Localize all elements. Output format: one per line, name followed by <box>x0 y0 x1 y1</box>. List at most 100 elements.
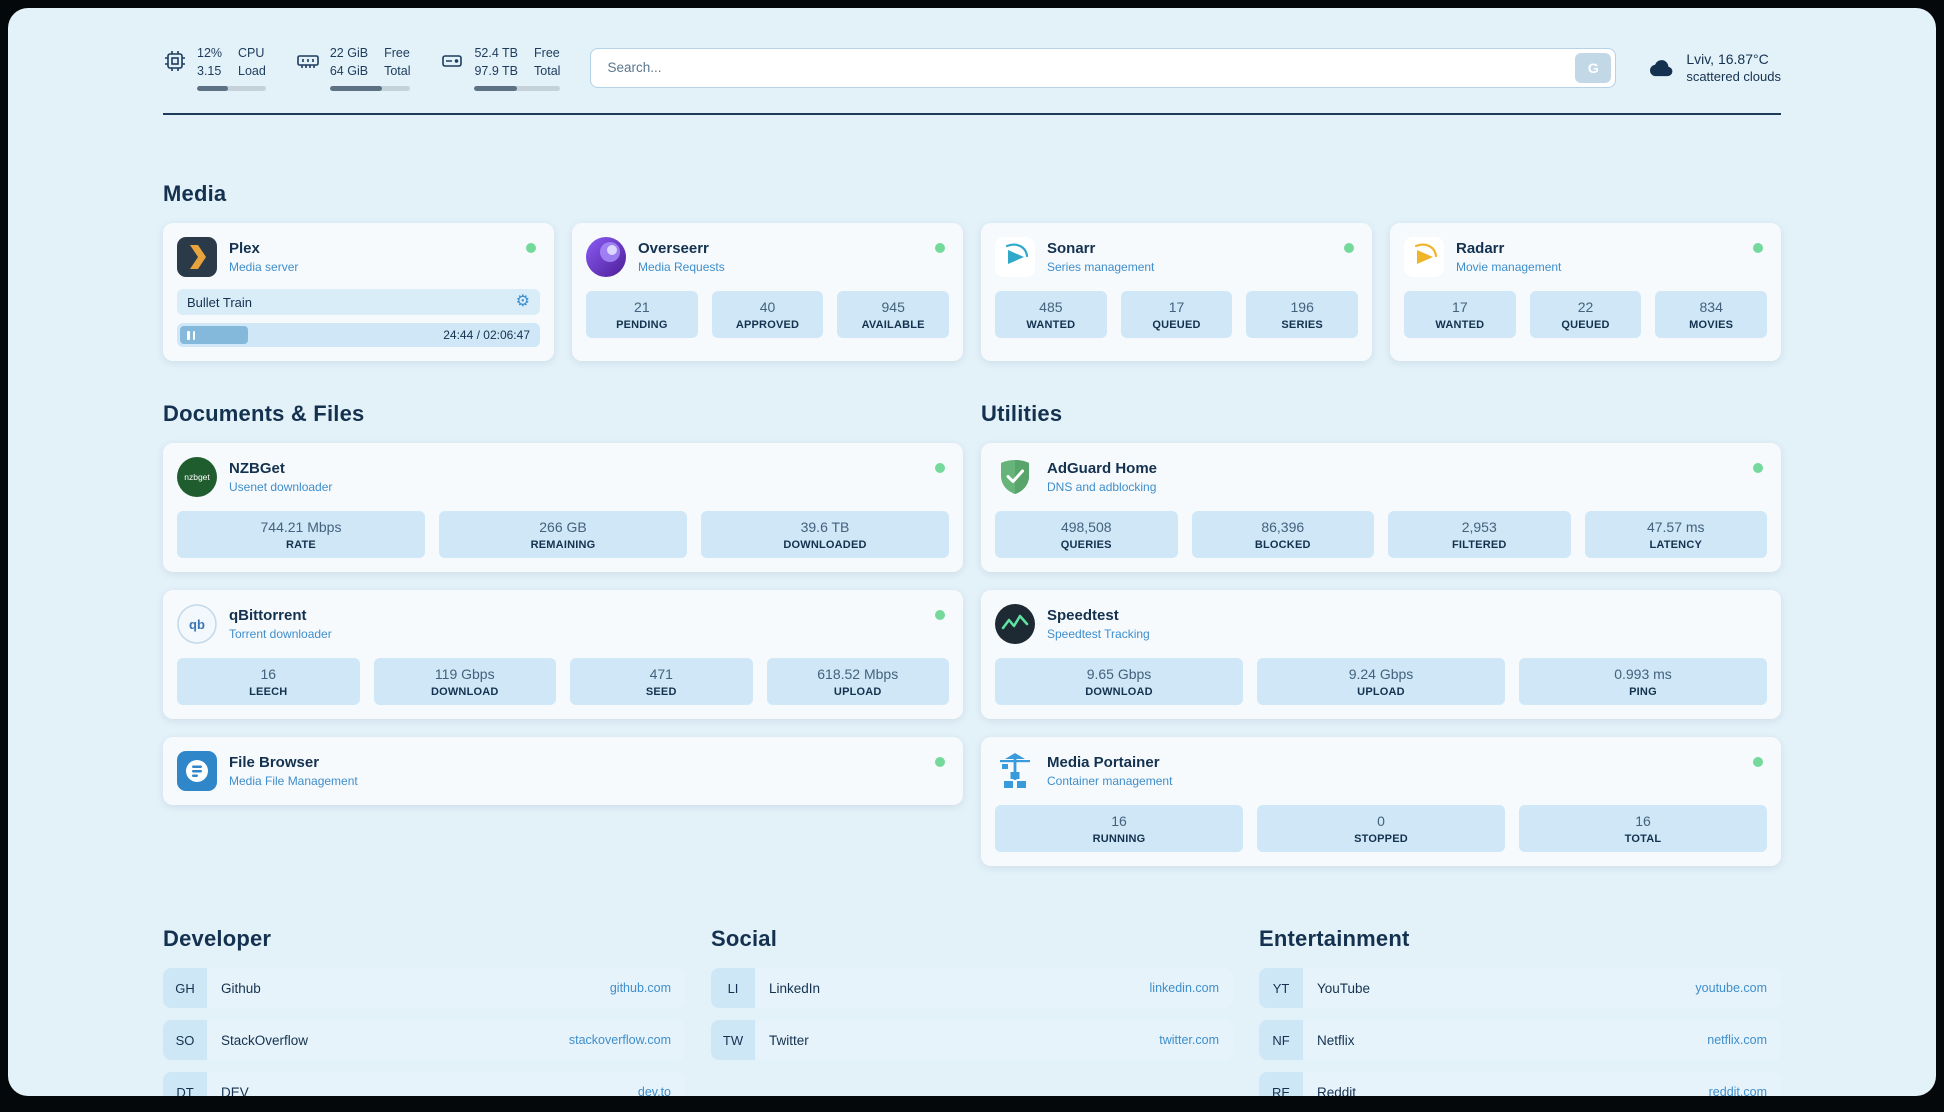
documents-section: Documents & Files nzbget NZBGet Usenet d… <box>163 401 963 806</box>
status-dot <box>935 610 945 621</box>
stat-value: 471 <box>649 666 673 683</box>
search-bar: G <box>590 47 1617 88</box>
svg-text:nzbget: nzbget <box>184 472 210 482</box>
bookmark-stackoverflow[interactable]: SO StackOverflow stackoverflow.com <box>163 1020 685 1061</box>
stat-label: PING <box>1629 686 1657 699</box>
app-subtitle: Media File Management <box>229 774 358 789</box>
stat-value: 618.52 Mbps <box>817 666 899 683</box>
gear-icon[interactable]: ⚙ <box>515 293 530 311</box>
status-dot <box>935 463 945 474</box>
stat-value: 21 <box>634 299 650 316</box>
bookmark-youtube[interactable]: YT YouTube youtube.com <box>1259 968 1781 1009</box>
stat-value: 0.993 ms <box>1614 666 1672 683</box>
plex-card[interactable]: Plex Media server Bullet Train ⚙ <box>163 223 554 362</box>
stat-box: 485 WANTED <box>995 291 1107 339</box>
stat-label: DOWNLOADED <box>783 539 867 552</box>
memory-total-label: Total <box>384 64 411 79</box>
stat-box: 47.57 ms LATENCY <box>1584 511 1767 559</box>
qbittorrent-card[interactable]: qb qBittorrent Torrent downloader 16 <box>163 590 963 720</box>
bookmark-name: Netflix <box>1317 1032 1355 1048</box>
app-subtitle: Torrent downloader <box>229 627 332 642</box>
bookmark-url: netflix.com <box>1707 1033 1767 1048</box>
bookmark-name: DEV <box>221 1084 249 1096</box>
pause-icon <box>187 330 190 340</box>
status-dot <box>1753 757 1763 768</box>
status-dot <box>526 243 536 254</box>
stat-label: QUEUED <box>1561 319 1610 332</box>
stat-value: 744.21 Mbps <box>260 519 342 536</box>
portainer-card[interactable]: Media Portainer Container management 16 … <box>981 737 1781 867</box>
stat-value: 47.57 ms <box>1646 519 1705 536</box>
sonarr-card[interactable]: Sonarr Series management 485 WANTED 17 Q… <box>981 223 1372 362</box>
app-name: Plex <box>229 240 260 258</box>
stat-label: DOWNLOAD <box>1085 686 1153 699</box>
bookmark-badge: SO <box>163 1020 207 1061</box>
stat-value: 16 <box>260 666 277 683</box>
stat-label: FILTERED <box>1451 539 1507 552</box>
storage-widget: 52.4 TB 97.9 TB Free Total <box>440 44 561 92</box>
bookmark-twitter[interactable]: TW Twitter twitter.com <box>711 1020 1233 1061</box>
plex-progress-bar: 24:44 / 02:06:47 <box>177 323 540 348</box>
stat-value: 9.65 Gbps <box>1086 666 1152 683</box>
adguard-card[interactable]: AdGuard Home DNS and adblocking 498,508 … <box>981 443 1781 573</box>
cpu-progress-fill <box>197 86 228 92</box>
memory-progress-fill <box>329 86 383 92</box>
search-provider-button[interactable]: G <box>1575 52 1612 83</box>
pause-button[interactable] <box>180 326 248 345</box>
bookmark-badge: GH <box>163 968 207 1009</box>
stat-value: 0 <box>1377 813 1385 830</box>
developer-section-title: Developer <box>163 926 272 952</box>
stat-label: WANTED <box>1026 319 1076 332</box>
app-name: Sonarr <box>1047 240 1096 258</box>
stat-label: STOPPED <box>1354 833 1408 846</box>
bookmark-reddit[interactable]: RE Reddit reddit.com <box>1259 1072 1781 1096</box>
stat-box: 498,508 QUERIES <box>995 511 1178 559</box>
bookmark-badge: RE <box>1259 1072 1303 1096</box>
entertainment-section-title: Entertainment <box>1259 926 1410 952</box>
storage-total-value: 97.9 TB <box>474 64 519 79</box>
bookmark-url: reddit.com <box>1708 1085 1767 1096</box>
media-section-title: Media <box>163 181 227 207</box>
stat-box: 0.993 ms PING <box>1519 658 1767 706</box>
filebrowser-card[interactable]: File Browser Media File Management <box>163 737 963 806</box>
speedtest-icon <box>995 604 1035 645</box>
weather-description: scattered clouds <box>1686 69 1781 85</box>
bookmark-url: linkedin.com <box>1149 981 1219 996</box>
stat-label: SEED <box>645 686 677 699</box>
bookmark-url: stackoverflow.com <box>568 1033 671 1048</box>
stat-value: 945 <box>881 299 905 316</box>
status-dot <box>1753 463 1763 474</box>
bookmark-badge: TW <box>711 1020 755 1061</box>
bookmark-github[interactable]: GH Github github.com <box>163 968 685 1009</box>
cpu-load-value: 3.15 <box>197 64 222 79</box>
speedtest-card[interactable]: Speedtest Speedtest Tracking 9.65 Gbps D… <box>981 590 1781 720</box>
stat-label: APPROVED <box>735 319 800 332</box>
app-subtitle: Speedtest Tracking <box>1047 627 1150 642</box>
app-name: qBittorrent <box>229 607 307 625</box>
stat-value: 485 <box>1039 299 1063 316</box>
stat-label: BLOCKED <box>1254 539 1311 552</box>
pause-icon <box>192 330 195 340</box>
stat-box: 9.65 Gbps DOWNLOAD <box>995 658 1243 706</box>
stat-box: 266 GB REMAINING <box>439 511 687 559</box>
utilities-section-title: Utilities <box>981 401 1063 427</box>
weather-location: Lviv, 16.87°C <box>1686 51 1769 68</box>
overseerr-card[interactable]: Overseerr Media Requests 21 PENDING 40 A… <box>572 223 963 362</box>
search-input[interactable] <box>595 60 1576 76</box>
stat-value: 119 Gbps <box>434 666 495 683</box>
filebrowser-icon <box>177 751 217 792</box>
nzbget-icon: nzbget <box>177 457 217 498</box>
stat-label: DOWNLOAD <box>430 686 499 699</box>
portainer-icon <box>995 751 1035 791</box>
nzbget-card[interactable]: nzbget NZBGet Usenet downloader 744.21 M… <box>163 443 963 573</box>
cpu-usage-value: 12% <box>197 46 223 60</box>
stat-label: WANTED <box>1435 319 1485 332</box>
stat-box: 86,396 BLOCKED <box>1191 511 1374 559</box>
bookmark-linkedin[interactable]: LI LinkedIn linkedin.com <box>711 968 1233 1009</box>
stat-box: 17 WANTED <box>1404 291 1516 339</box>
radarr-card[interactable]: Radarr Movie management 17 WANTED 22 QUE… <box>1390 223 1781 362</box>
bookmark-url: dev.to <box>637 1085 671 1096</box>
bookmark-badge: DT <box>163 1072 207 1096</box>
bookmark-dev[interactable]: DT DEV dev.to <box>163 1072 685 1096</box>
bookmark-netflix[interactable]: NF Netflix netflix.com <box>1259 1020 1781 1061</box>
